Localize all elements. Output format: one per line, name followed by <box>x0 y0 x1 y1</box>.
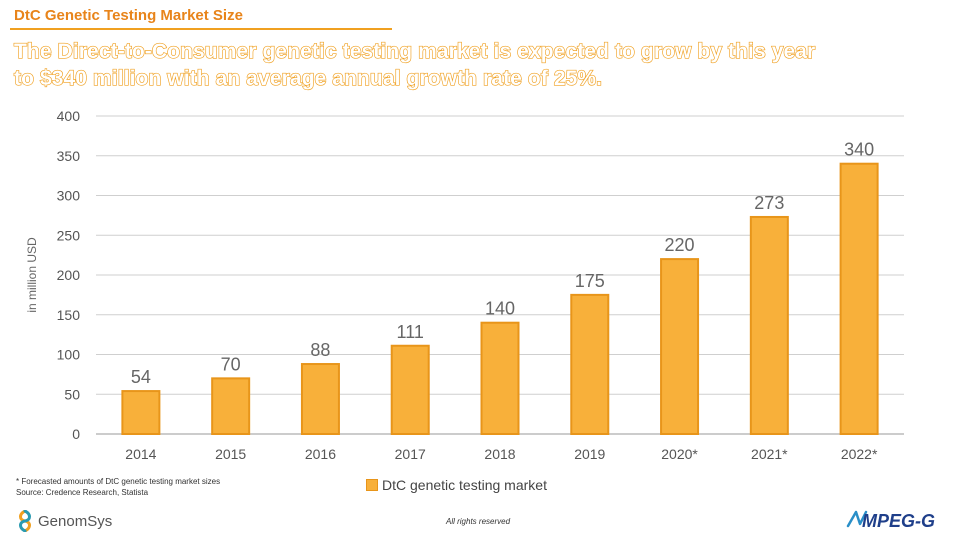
bar-2022 <box>839 162 879 435</box>
legend: DtC genetic testing market <box>366 477 547 493</box>
footnote-source: Source: Credence Research, Statista <box>16 488 149 497</box>
bar-2021 <box>749 215 789 435</box>
y-tick-label: 50 <box>64 386 80 402</box>
x-tick-label: 2021* <box>751 446 788 462</box>
data-label: 340 <box>844 140 874 160</box>
y-tick-label: 100 <box>57 347 81 363</box>
data-label: 88 <box>310 340 330 360</box>
headline-line-1: The Direct-to-Consumer genetic testing m… <box>13 39 816 63</box>
headline: The Direct-to-Consumer genetic testing m… <box>13 38 944 92</box>
bar-2014 <box>121 390 161 436</box>
y-tick-label: 350 <box>57 148 81 164</box>
x-tick-label: 2015 <box>215 446 246 462</box>
legend-label: DtC genetic testing market <box>382 477 547 493</box>
bar-2017 <box>390 344 430 436</box>
mpeg-g-logo-graphic: MPEG-G <box>846 510 935 531</box>
data-label: 140 <box>485 299 515 319</box>
title-underline <box>10 28 392 30</box>
x-tick-label: 2019 <box>574 446 605 462</box>
mpeg-g-logo: MPEG-G <box>846 506 950 537</box>
x-tick-label: 2017 <box>395 446 426 462</box>
x-axis-ticks: 2014 2015 2016 2017 2018 2019 2020* 2021* 2022* <box>125 446 878 462</box>
genomsys-logo: GenomSys <box>16 510 112 532</box>
rights-notice: All rights reserved <box>446 517 511 526</box>
genomsys-logo-text: GenomSys <box>38 512 113 530</box>
data-label: 70 <box>221 354 241 374</box>
footnotes: * Forecasted amounts of DtC genetic test… <box>16 476 220 498</box>
page-title: DtC Genetic Testing Market Size <box>14 7 243 24</box>
y-tick-label: 250 <box>57 227 81 243</box>
y-tick-label: 200 <box>57 267 81 283</box>
genomsys-logo-icon <box>19 510 31 532</box>
footnote-forecast: * Forecasted amounts of DtC genetic test… <box>16 477 221 486</box>
mpeg-g-logo-text: MPEG-G <box>862 511 935 531</box>
bar-2016 <box>300 363 340 436</box>
y-axis-ticks: 0 50 100 150 200 250 300 350 400 <box>57 108 81 442</box>
data-label: 175 <box>575 271 605 291</box>
y-tick-label: 150 <box>57 307 81 323</box>
x-tick-label: 2016 <box>305 446 336 462</box>
headline-line-2: to $340 million with an average annual g… <box>13 66 603 90</box>
x-tick-label: 2014 <box>125 446 156 462</box>
data-label: 220 <box>665 235 695 255</box>
bar-2020 <box>660 258 700 435</box>
data-labels: 54 70 88 111 140 175 220 273 340 <box>131 140 874 387</box>
data-label: 273 <box>754 193 784 213</box>
data-label: 54 <box>131 367 151 387</box>
bars <box>121 162 879 436</box>
bar-2018 <box>480 321 520 436</box>
y-tick-label: 400 <box>57 108 81 124</box>
y-axis-label: in million USD <box>25 237 39 313</box>
y-tick-label: 300 <box>57 188 81 204</box>
bar-2019 <box>570 293 610 435</box>
y-tick-label: 0 <box>72 426 80 442</box>
x-tick-label: 2022* <box>841 446 878 462</box>
legend-swatch <box>366 479 378 491</box>
x-tick-label: 2018 <box>484 446 515 462</box>
x-tick-label: 2020* <box>661 446 698 462</box>
bar-2015 <box>211 377 251 436</box>
data-label: 111 <box>397 322 424 342</box>
